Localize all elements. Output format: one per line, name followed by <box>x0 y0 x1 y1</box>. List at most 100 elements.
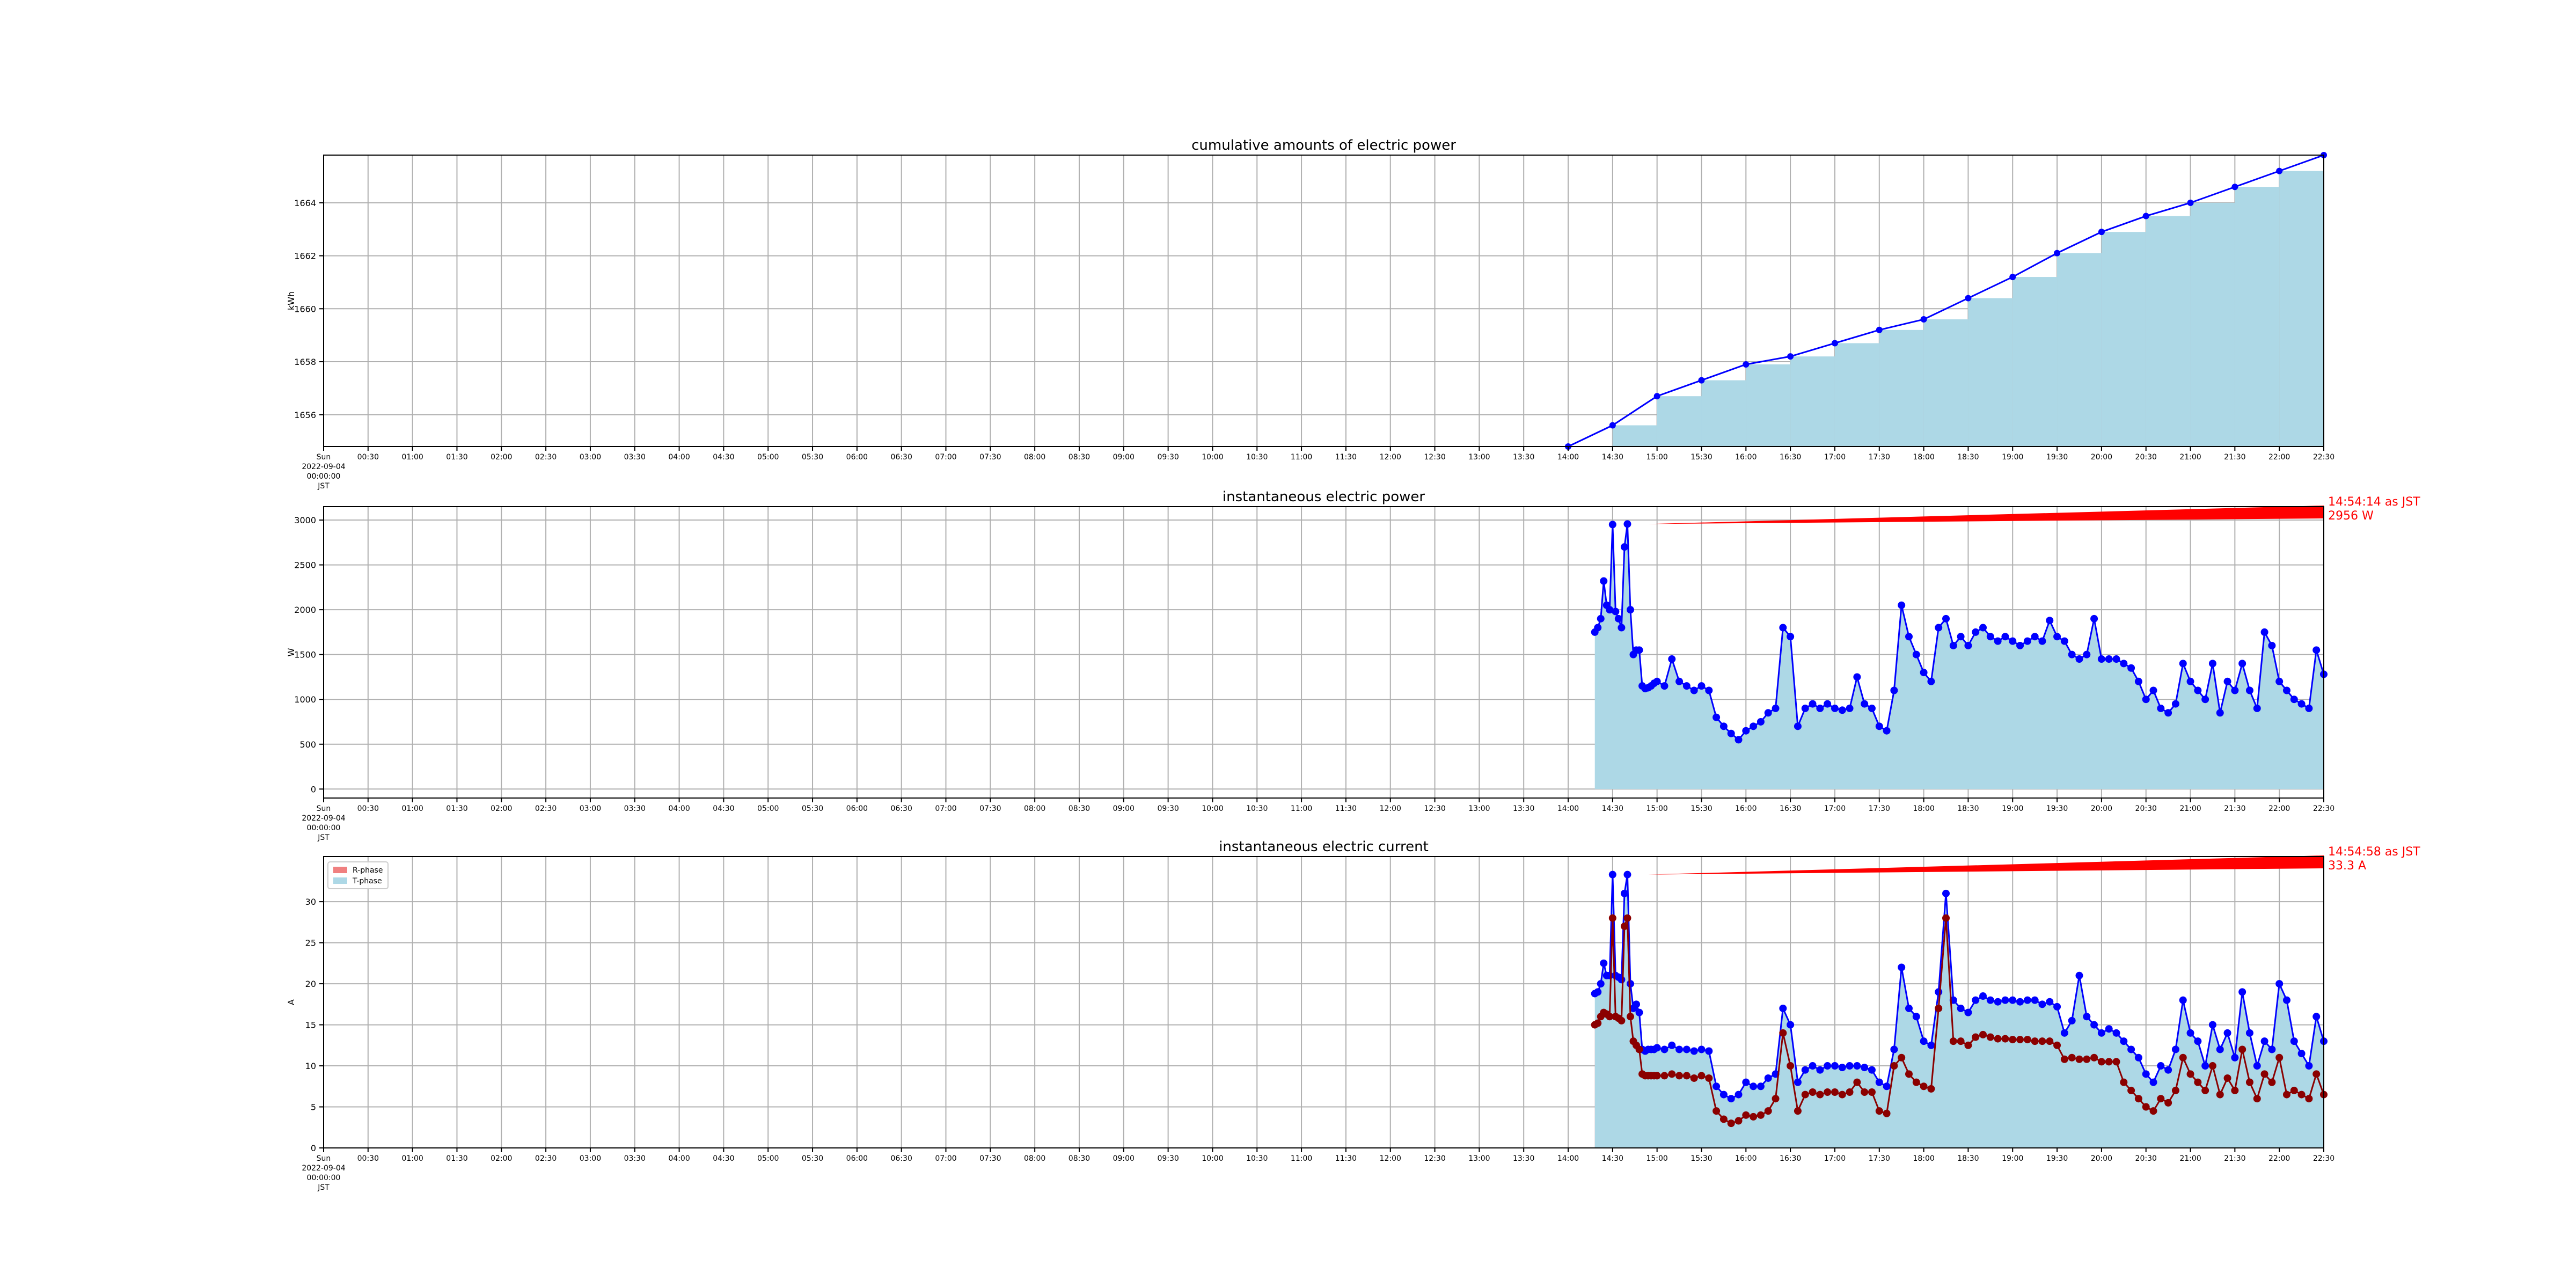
area-bar <box>1834 343 1879 447</box>
data-point <box>1757 718 1765 726</box>
data-point <box>2149 1107 2157 1115</box>
data-point <box>1898 963 1906 971</box>
x-tick-label: 22:30 <box>2313 804 2334 813</box>
data-point <box>1727 1095 1735 1103</box>
data-point <box>1905 1070 1913 1078</box>
annotation-arrow <box>1648 506 2324 524</box>
x-tick-label: 05:00 <box>757 1154 779 1163</box>
area-bar <box>2235 187 2280 447</box>
data-point <box>1623 520 1631 528</box>
x-tick-label: 19:30 <box>2046 804 2068 813</box>
data-point <box>2038 1000 2046 1008</box>
data-point <box>1635 1045 1643 1053</box>
x-tick-label: 00:30 <box>357 453 379 462</box>
data-point <box>1986 996 1994 1004</box>
data-point <box>1697 1072 1706 1080</box>
data-point <box>1912 1078 1920 1086</box>
area-bar <box>2279 171 2324 447</box>
legend: R-phase T-phase <box>327 861 389 889</box>
data-point <box>1890 1062 1898 1070</box>
data-point <box>1743 361 1750 368</box>
data-point <box>2260 628 2268 636</box>
x-tick-label: 13:00 <box>1468 804 1490 813</box>
data-point <box>1764 1074 1772 1082</box>
data-point <box>1626 980 1634 988</box>
x-tick-label: 02:30 <box>535 804 557 813</box>
data-point <box>1898 1053 1906 1062</box>
data-point <box>2134 1095 2142 1103</box>
data-point <box>1816 1091 1824 1099</box>
data-point <box>2112 1058 2120 1066</box>
data-point <box>1626 1013 1634 1021</box>
data-point <box>1713 713 1721 721</box>
data-point <box>1682 1072 1690 1080</box>
data-point <box>1742 1078 1750 1086</box>
data-point <box>2208 1062 2216 1070</box>
x-tick-label: 15:00 <box>1646 804 1667 813</box>
y-axis-label: A <box>286 999 296 1005</box>
area-bar <box>1746 364 1791 447</box>
chart-panel-1: 1656 1658 1660 1662 1664 kWh cumulative amount… <box>286 137 2334 491</box>
data-point <box>2060 1055 2068 1063</box>
x-tick-label: 07:00 <box>935 453 956 462</box>
data-point <box>1719 1115 1728 1123</box>
data-point <box>1618 624 1626 632</box>
x-tick-label: 07:30 <box>979 453 1001 462</box>
y-tick-label: 0 <box>311 784 316 794</box>
x-tick-label: 19:00 <box>2002 804 2023 813</box>
x-tick-label: 04:00 <box>668 1154 690 1163</box>
data-point <box>2031 996 2039 1004</box>
data-point <box>1957 633 1965 641</box>
data-point <box>2120 1078 2128 1086</box>
x-tick-label: 11:30 <box>1335 453 1357 462</box>
x-tick-label: 09:30 <box>1157 453 1179 462</box>
data-point <box>1772 704 1780 712</box>
data-point <box>2194 686 2202 694</box>
data-point <box>1675 1045 1684 1053</box>
y-tick-label: 1658 <box>294 357 316 367</box>
data-point <box>2105 1025 2113 1033</box>
x-tick-label: 01:00 <box>401 453 423 462</box>
data-point <box>1912 1013 1920 1021</box>
y-tick-label: 1000 <box>294 694 316 705</box>
data-point <box>2290 1037 2298 1045</box>
data-point <box>1831 340 1838 347</box>
data-point <box>1994 637 2002 645</box>
data-point <box>2023 1036 2031 1044</box>
x-tick-label: 12:00 <box>1380 1154 1401 1163</box>
annotation-label: 14:54:58 as JST <box>2328 845 2420 859</box>
x-tick-label: 17:30 <box>1869 1154 1890 1163</box>
data-point <box>1890 1045 1898 1053</box>
data-point <box>1979 992 1987 1000</box>
data-point <box>2157 1062 2165 1070</box>
x-tick-label: 21:00 <box>2179 1154 2201 1163</box>
x-tick-label: 19:00 <box>2002 453 2023 462</box>
data-point <box>1794 722 1802 730</box>
data-point <box>1875 722 1883 730</box>
x-tick-label: 13:30 <box>1513 804 1534 813</box>
data-point <box>1920 1082 1928 1091</box>
data-point <box>2282 686 2290 694</box>
data-point <box>2223 1074 2231 1082</box>
area-bar <box>1790 356 1835 447</box>
x-tick-label: 20:30 <box>2135 804 2157 813</box>
data-point <box>1690 686 1698 694</box>
x-tick-label: 20:00 <box>2091 804 2112 813</box>
data-point <box>2194 1078 2202 1086</box>
data-point <box>2305 1062 2313 1070</box>
data-point <box>1824 1062 1832 1070</box>
x-tick-label: 13:00 <box>1468 453 1490 462</box>
x-tick-label: 10:30 <box>1246 453 1268 462</box>
area-bar <box>1879 330 1924 447</box>
data-point <box>1890 686 1898 694</box>
data-point <box>1861 700 1869 708</box>
data-point <box>2127 664 2135 672</box>
data-point <box>1608 870 1616 879</box>
data-point <box>2083 1013 2091 1021</box>
x-tick-label: 04:00 <box>668 453 690 462</box>
x-tick-label: 20:00 <box>2091 1154 2112 1163</box>
data-point <box>1660 682 1668 690</box>
data-point <box>2253 704 2261 712</box>
data-point <box>2297 700 2306 708</box>
data-point <box>1705 1047 1713 1055</box>
